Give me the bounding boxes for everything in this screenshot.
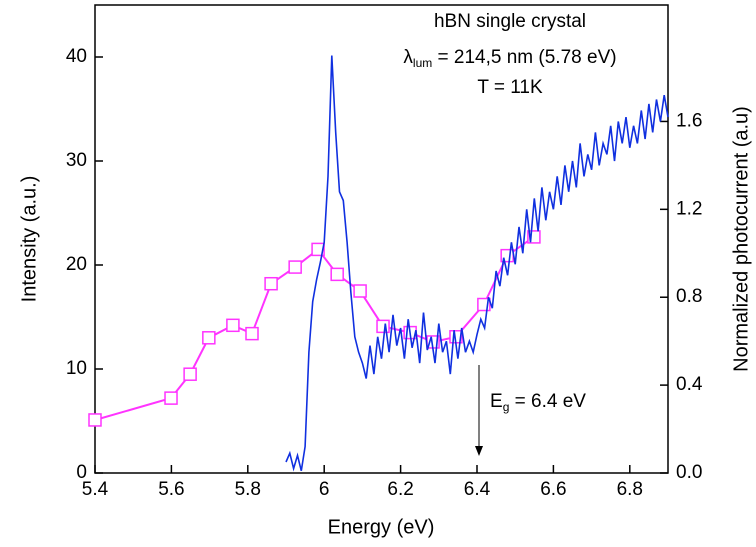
annotation-text: E xyxy=(490,391,503,412)
marker xyxy=(183,367,197,381)
annotation: T = 11K xyxy=(477,77,543,98)
y2-tick-label: 1.2 xyxy=(676,198,702,219)
x-tick-label: 6.8 xyxy=(617,479,643,500)
marker xyxy=(376,319,390,334)
annotation-rest: = 214,5 nm (5.78 eV) xyxy=(432,47,616,68)
annotation: hBN single crystal xyxy=(434,11,586,32)
y2-axis-label: Normalized photocurrent (a.u) xyxy=(730,106,752,372)
annotation-sub: g xyxy=(503,400,510,414)
annotation-sub: lum xyxy=(413,56,432,70)
annotation: λlum = 214,5 nm (5.78 eV) xyxy=(403,47,616,70)
x-tick-label: 5.6 xyxy=(158,479,184,500)
y2-tick-label: 1.6 xyxy=(676,110,702,131)
y2-tick-label: 0.4 xyxy=(676,374,703,395)
y2-tick-label: 0.0 xyxy=(676,462,702,483)
marker xyxy=(245,326,259,341)
marker xyxy=(311,242,325,257)
x-tick-label: 5.8 xyxy=(235,479,261,500)
marker xyxy=(202,331,216,345)
marker xyxy=(288,260,302,274)
y2-tick-label: 0.8 xyxy=(676,286,702,307)
x-tick-label: 6.4 xyxy=(464,479,491,500)
plot-frame xyxy=(94,4,669,474)
annotation-rest: = 6.4 eV xyxy=(509,391,586,412)
marker xyxy=(353,284,367,298)
annotation: Eg = 6.4 eV xyxy=(490,391,586,414)
y-tick-label: 30 xyxy=(66,150,87,171)
series-line xyxy=(94,236,535,421)
y-axis-label: Intensity (a.u.) xyxy=(18,176,40,303)
series-line xyxy=(285,55,669,472)
arrow-head xyxy=(475,446,483,456)
x-tick-label: 6.6 xyxy=(540,479,566,500)
y-tick-label: 20 xyxy=(66,254,87,275)
marker xyxy=(330,267,344,282)
marker xyxy=(88,413,102,427)
x-tick-label: 5.4 xyxy=(82,479,109,500)
marker xyxy=(164,391,178,405)
annotation-text: λ xyxy=(403,47,413,68)
marker xyxy=(264,276,278,291)
x-axis-label: Energy (eV) xyxy=(328,516,435,538)
x-tick-label: 6 xyxy=(319,479,330,500)
y-tick-label: 0 xyxy=(76,462,87,483)
y-tick-label: 10 xyxy=(66,358,87,379)
x-tick-label: 6.2 xyxy=(387,479,413,500)
y-tick-label: 40 xyxy=(66,46,87,67)
marker xyxy=(226,318,240,333)
